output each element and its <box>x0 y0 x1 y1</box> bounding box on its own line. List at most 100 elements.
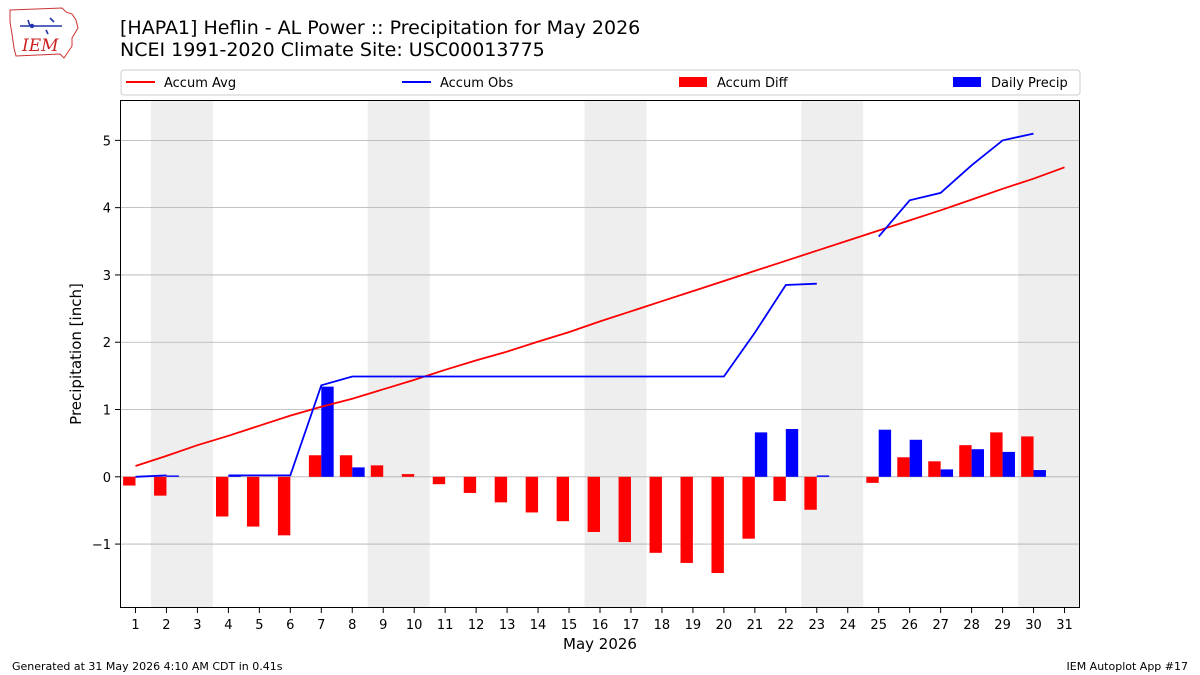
weekend-band <box>367 100 430 608</box>
daily-precip-bar <box>940 469 954 477</box>
legend-label: Accum Obs <box>440 76 513 91</box>
y-axis: −1 0 1 2 3 4 5 <box>92 134 120 553</box>
daily-precip-bar <box>816 475 830 477</box>
accum-diff-bar <box>123 476 136 486</box>
accum-avg-line <box>135 166 1065 467</box>
x-tick-label: 4 <box>224 618 232 633</box>
accum-diff-bar <box>990 432 1003 477</box>
y-tick-label: 5 <box>103 134 111 149</box>
x-tick-label: 16 <box>592 618 609 633</box>
accum-diff-bar <box>897 457 910 477</box>
legend-label: Daily Precip <box>991 76 1068 91</box>
x-tick-label: 17 <box>623 618 640 633</box>
y-tick-label: 1 <box>103 404 111 419</box>
accum-diff-bar <box>556 476 570 522</box>
accum-diff-bar <box>1021 436 1034 477</box>
x-tick-label: 26 <box>901 618 918 633</box>
daily-precip-bar <box>971 449 984 477</box>
x-tick-label: 22 <box>778 618 795 633</box>
legend-swatch <box>953 77 981 87</box>
x-tick-label: 21 <box>747 618 764 633</box>
x-axis-label: May 2026 <box>563 635 637 653</box>
app-credit: IEM Autoplot App #17 <box>1066 660 1189 673</box>
accum-diff-bar <box>370 465 384 477</box>
x-tick-label: 31 <box>1056 618 1073 633</box>
iem-logo: IEM <box>9 7 79 59</box>
accum-diff-bar <box>773 476 786 502</box>
x-axis: 1 2 3 4 5 6 7 8 9 10 11 12 13 14 15 16 17 18 19 20 21 22 23 24 2… <box>131 608 1073 633</box>
accum-diff-bar <box>463 476 477 493</box>
x-tick-label: 7 <box>317 618 325 633</box>
x-tick-label: 20 <box>716 618 733 633</box>
accum-diff-bar <box>308 455 322 477</box>
weekend-band <box>150 100 213 608</box>
x-tick-label: 13 <box>499 618 516 633</box>
accum-obs-line <box>135 474 167 478</box>
daily-precip-bar <box>166 475 179 477</box>
daily-precip-bar <box>321 386 334 477</box>
x-tick-label: 3 <box>193 618 201 633</box>
accum-diff-bar <box>587 476 600 532</box>
accum-obs-line <box>878 132 1034 238</box>
accum-diff-bar <box>246 476 260 527</box>
x-tick-label: 14 <box>530 618 547 633</box>
daily-precip-bar <box>878 429 892 477</box>
x-tick-label: 29 <box>994 618 1011 633</box>
logo-text: IEM <box>21 36 59 56</box>
y-tick-label: 0 <box>103 471 111 486</box>
horizontal-gridlines <box>120 139 1080 545</box>
accum-diff-bar <box>649 476 662 553</box>
accum-diff-bar <box>494 476 508 503</box>
x-tick-label: 12 <box>468 618 485 633</box>
y-tick-label: 3 <box>103 269 111 284</box>
iowa-map-outline <box>9 7 79 59</box>
x-tick-label: 28 <box>963 618 980 633</box>
x-tick-label: 19 <box>685 618 702 633</box>
accum-diff-bar <box>154 476 167 496</box>
x-tick-label: 27 <box>932 618 949 633</box>
accum-diff-bar <box>959 445 972 477</box>
accum-diff-bar <box>680 476 693 563</box>
generated-timestamp: Generated at 31 May 2026 4:10 AM CDT in … <box>12 660 283 673</box>
x-tick-label: 15 <box>561 618 578 633</box>
daily-precip-bar <box>1002 451 1015 477</box>
x-tick-label: 5 <box>255 618 263 633</box>
accum-diff-bar <box>742 476 755 539</box>
x-tick-label: 18 <box>654 618 671 633</box>
accum-diff-bar <box>618 476 631 543</box>
y-axis-label: Precipitation [inch] <box>67 283 85 425</box>
x-tick-label: 23 <box>809 618 826 633</box>
daily-precip-bar <box>754 432 768 477</box>
line-series <box>135 132 1065 478</box>
legend: Accum Avg Accum Obs Accum Diff Daily Precip <box>120 69 1081 96</box>
legend-swatch <box>679 77 707 87</box>
x-tick-label: 10 <box>406 618 423 633</box>
accum-diff-bar <box>216 476 229 517</box>
x-tick-label: 8 <box>348 618 356 633</box>
weekend-shading <box>150 100 1080 608</box>
legend-label: Accum Avg <box>164 76 236 91</box>
accum-diff-bar <box>525 476 539 513</box>
y-tick-label: 4 <box>103 202 111 217</box>
accum-diff-bar <box>804 476 817 510</box>
daily-precip-bar <box>785 429 799 477</box>
x-tick-label: 6 <box>286 618 294 633</box>
weekend-band <box>1018 100 1080 608</box>
x-tick-label: 11 <box>437 618 454 633</box>
x-tick-label: 25 <box>870 618 887 633</box>
y-tick-label: 2 <box>103 336 111 351</box>
weather-station-icon <box>20 17 62 35</box>
daily-precip-bar <box>352 467 365 477</box>
bar-series <box>123 386 1046 574</box>
chart-title: [HAPA1] Heflin - AL Power :: Precipitati… <box>120 17 641 39</box>
accum-obs-line <box>228 282 817 477</box>
accum-diff-bar <box>401 474 415 477</box>
accum-diff-bar <box>928 461 941 477</box>
x-tick-label: 9 <box>379 618 387 633</box>
legend-label: Accum Diff <box>717 76 789 91</box>
x-tick-label: 1 <box>131 618 139 633</box>
daily-precip-bar <box>1033 470 1046 477</box>
x-tick-label: 30 <box>1025 618 1042 633</box>
x-tick-label: 24 <box>839 618 856 633</box>
